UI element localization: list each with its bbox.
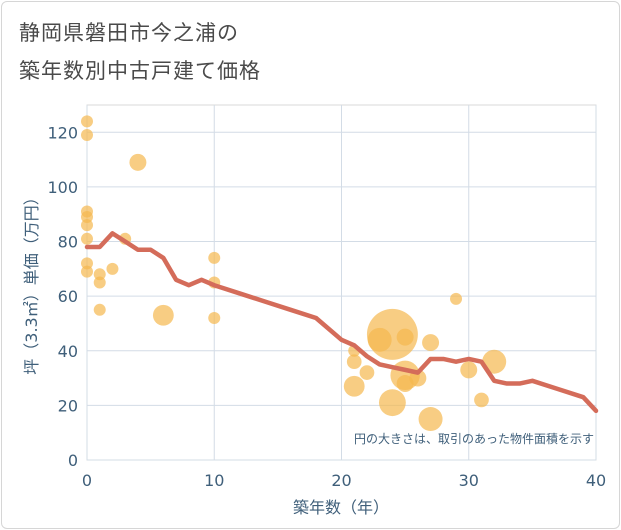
y-tick-label: 80: [58, 233, 78, 252]
bubble-point: [422, 334, 440, 352]
bubble-point: [359, 365, 375, 380]
y-tick-label: 120: [47, 123, 78, 142]
axis-ticks: 0 10 20 30 40 0 20 40 60 80 100 120: [47, 123, 606, 490]
bubble-point: [129, 153, 147, 171]
chart-title-line1: 静岡県磐田市今之浦の: [19, 21, 239, 45]
y-axis-label: 坪（3.3㎡）単価（万円）: [22, 189, 41, 374]
y-tick-label: 40: [58, 342, 78, 361]
bubble-point: [482, 349, 507, 374]
y-tick-label: 20: [58, 396, 78, 415]
bubble-point: [450, 292, 463, 305]
trend-line: [84, 231, 599, 414]
y-tick-label: 60: [58, 287, 78, 306]
bubble-point: [208, 251, 221, 264]
bubble-point: [346, 354, 362, 370]
bubble-point: [152, 304, 174, 326]
bubble-point: [343, 375, 365, 397]
bubble-point: [396, 328, 414, 346]
bubble-point: [474, 392, 489, 408]
x-tick-label: 10: [204, 471, 224, 490]
bubble-point: [81, 115, 93, 128]
bubble-point: [366, 308, 418, 360]
bubble-series: [81, 115, 507, 432]
bubble-point: [81, 129, 93, 142]
y-tick-label: 0: [68, 451, 78, 470]
bubble-point: [81, 265, 93, 278]
gridlines: [86, 105, 597, 461]
bubble-point: [378, 389, 406, 417]
bubble-point: [418, 407, 443, 432]
bubble-point: [81, 232, 93, 245]
x-tick-label: 30: [459, 471, 479, 490]
bubble-point: [93, 303, 106, 316]
x-tick-label: 20: [331, 471, 351, 490]
bubble-point: [81, 219, 93, 232]
x-axis-label: 築年数（年）: [293, 498, 389, 517]
size-annotation: 円の大きさは、取引のあった物件面積を示す: [354, 431, 594, 446]
bubble-point: [93, 276, 106, 289]
x-tick-label: 0: [82, 471, 92, 490]
bubble-point: [460, 361, 478, 379]
trend-series: [84, 231, 599, 414]
bubble-point: [208, 312, 221, 324]
x-tick-label: 40: [586, 471, 606, 490]
chart-title-line2: 築年数別中古戸建て価格: [19, 59, 261, 83]
bubble-point: [396, 375, 414, 393]
y-tick-label: 100: [47, 178, 78, 197]
bubble-point: [106, 262, 119, 275]
